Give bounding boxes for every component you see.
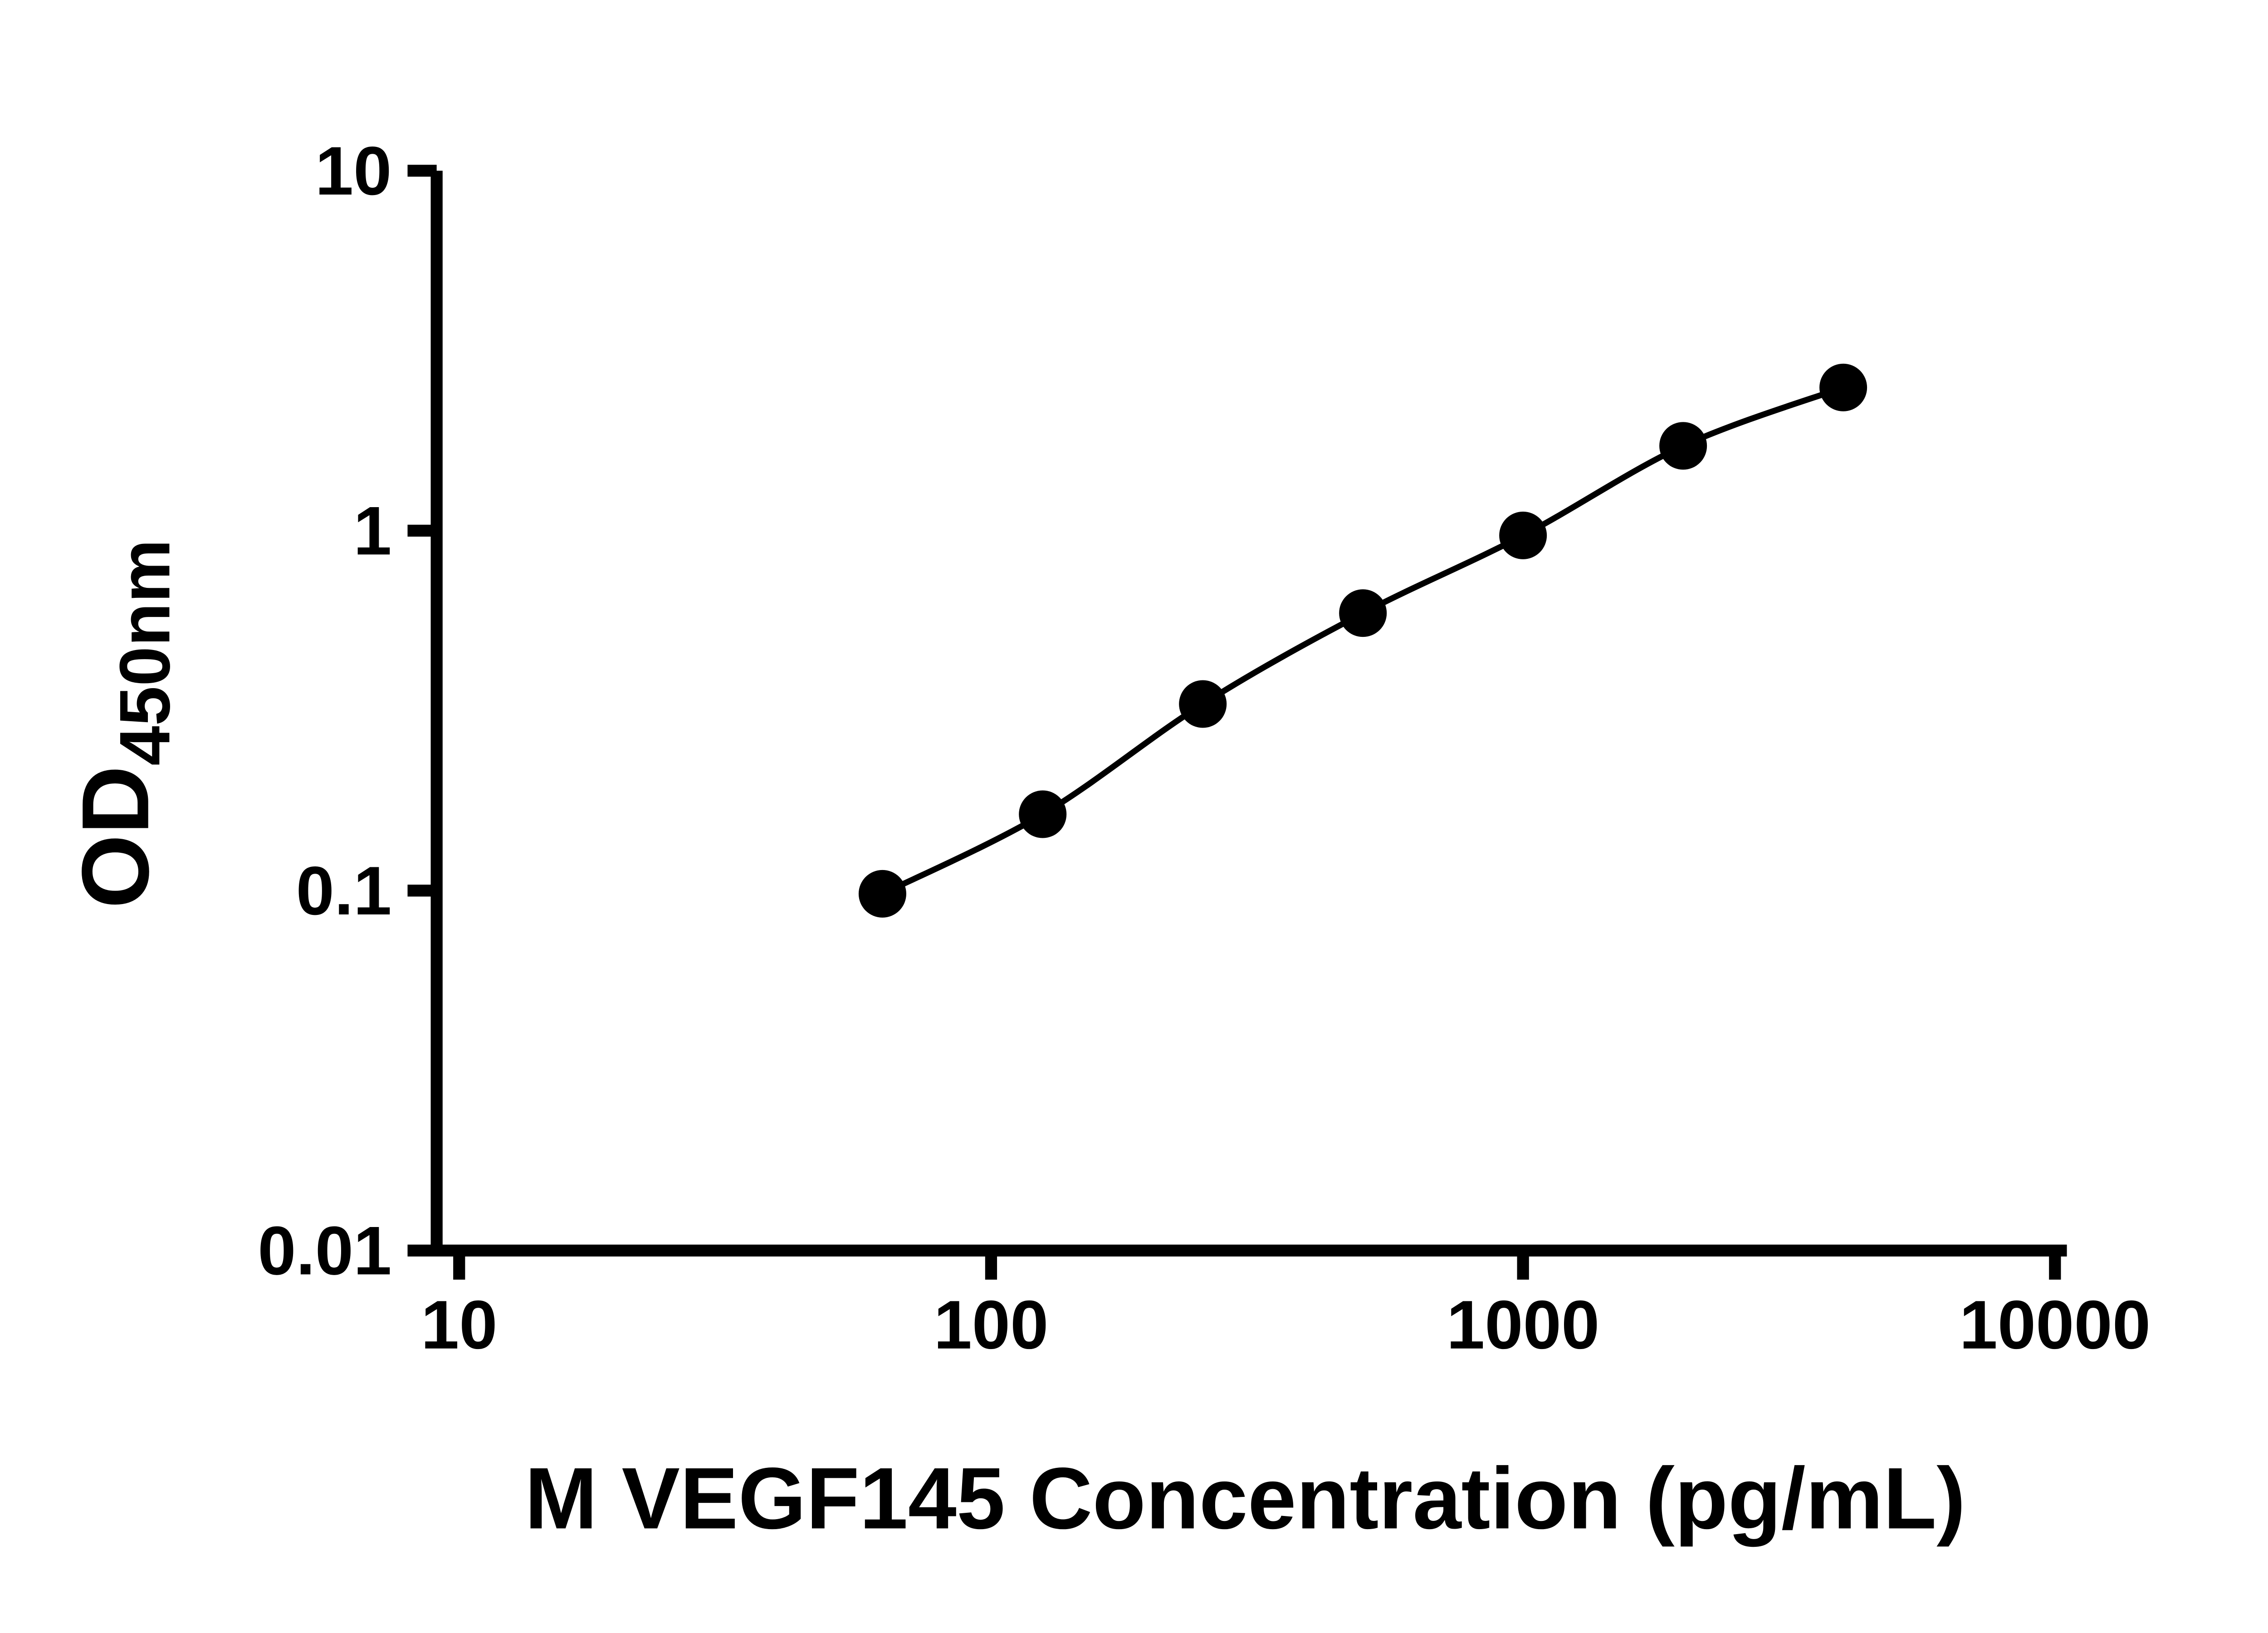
- x-tick-label: 100: [934, 1287, 1048, 1364]
- y-axis-title: OD450nm: [62, 539, 185, 909]
- y-axis-title-subscript: 450nm: [105, 539, 185, 766]
- axis-tick-labels: 10 100 1000 10000 0.01 0.1 1 10: [258, 133, 2151, 1364]
- data-point-marker: [858, 870, 906, 918]
- data-point-marker: [1659, 422, 1707, 470]
- axes: [430, 171, 2067, 1257]
- y-tick-label: 10: [315, 133, 392, 210]
- x-tick-label: 10: [421, 1287, 498, 1364]
- y-axis-title-main: OD: [62, 766, 169, 909]
- axis-ticks: [407, 165, 2061, 1280]
- data-point-marker: [1499, 511, 1547, 559]
- data-point-marker: [1819, 363, 1867, 411]
- x-axis-title: M VEGF145 Concentration (pg/mL): [525, 1449, 1966, 1547]
- data-point-marker: [1019, 790, 1067, 838]
- x-tick-label: 10000: [1959, 1287, 2151, 1364]
- y-tick-label: 1: [353, 493, 391, 569]
- axis-lines: [430, 171, 2067, 1257]
- y-tick-label: 0.1: [296, 853, 392, 929]
- y-tick-label: 0.01: [258, 1213, 391, 1289]
- data-series: [858, 363, 1867, 918]
- data-point-marker: [1179, 680, 1227, 728]
- x-tick-label: 1000: [1447, 1287, 1599, 1364]
- data-point-marker: [1339, 589, 1387, 637]
